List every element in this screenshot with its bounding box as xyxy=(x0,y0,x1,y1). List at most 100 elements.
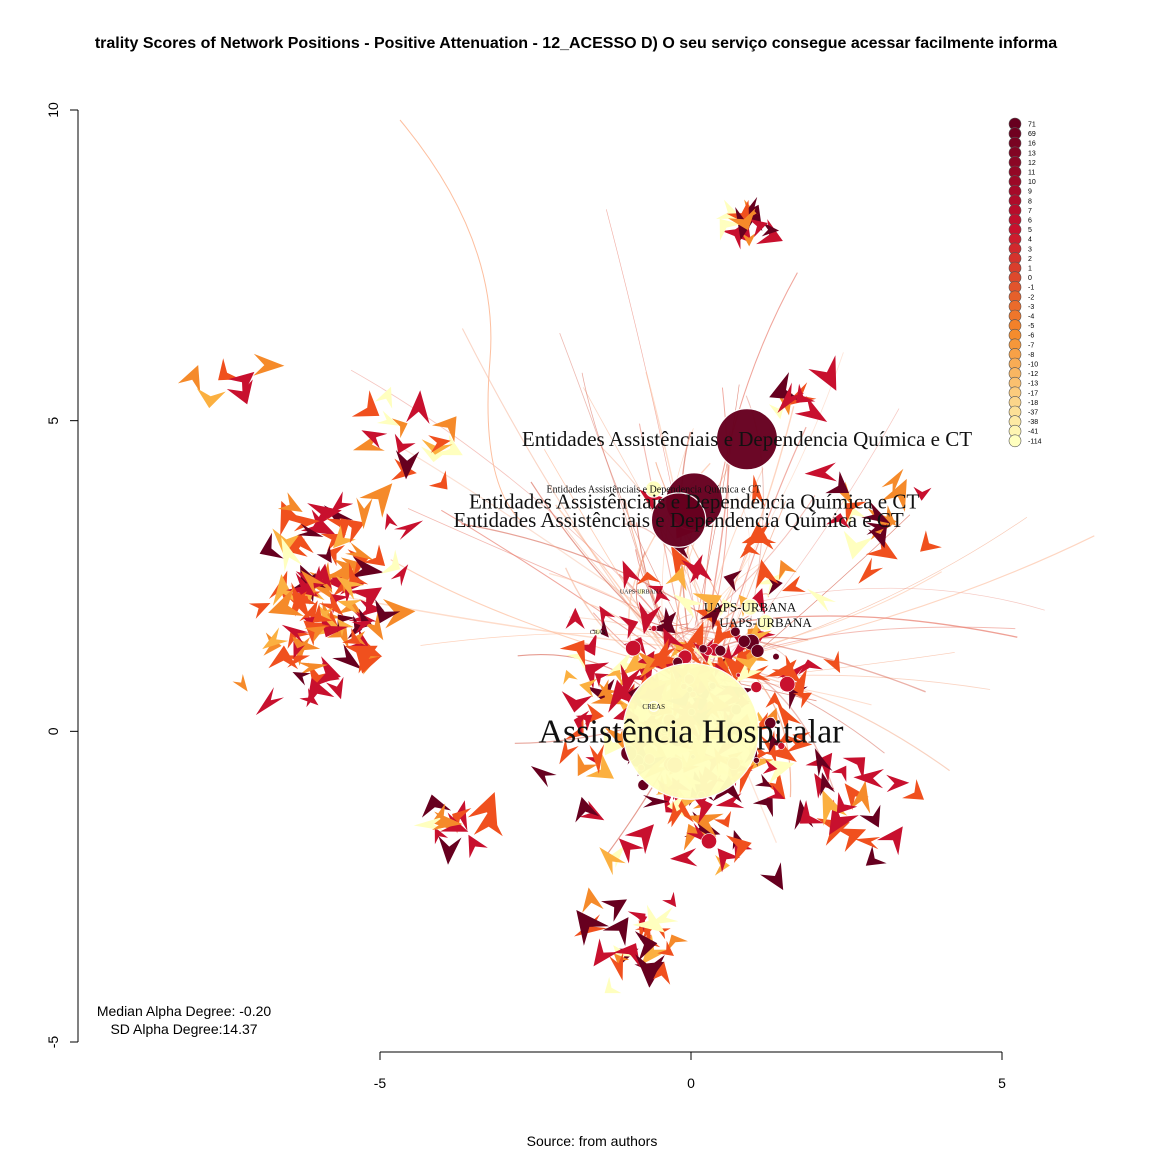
edge-arrowhead xyxy=(622,560,642,590)
edge-arrowhead xyxy=(390,564,409,587)
edge-arrowhead xyxy=(662,891,677,908)
edge-arrowhead xyxy=(228,371,255,397)
edge-arrowhead xyxy=(777,729,796,745)
edge-arrowhead xyxy=(627,911,646,932)
legend-label: -1 xyxy=(1028,285,1034,292)
small-node xyxy=(777,742,786,750)
edge-arrowhead xyxy=(573,710,590,736)
edge-arrowhead xyxy=(353,432,385,451)
edge-arrowhead xyxy=(853,769,884,789)
node-7 xyxy=(648,701,660,712)
edge-arrowhead xyxy=(576,910,609,946)
edge-arrowhead xyxy=(649,961,671,985)
legend-label: -7 xyxy=(1028,342,1034,349)
edge-arrowhead xyxy=(394,520,424,540)
edge-arrowhead xyxy=(380,549,401,574)
edge-arrowhead xyxy=(406,390,430,424)
node-label-9: UAPS-URBANA xyxy=(620,590,663,596)
edge-arrowhead xyxy=(589,744,605,774)
edge-arrowhead xyxy=(351,620,374,634)
edge-arrowhead xyxy=(326,518,350,543)
edge-arrowhead xyxy=(383,599,416,629)
edge-arrowhead xyxy=(608,952,624,981)
edge-arrowhead xyxy=(695,606,729,630)
network-edge xyxy=(461,328,690,686)
node-label-2: Entidades Assistênciais e Dependencia Qu… xyxy=(469,489,919,513)
edge-arrowhead xyxy=(262,627,289,650)
edge-arrowhead xyxy=(748,744,774,770)
edge-arrowhead xyxy=(726,835,752,863)
small-node xyxy=(714,644,727,657)
edge-arrowhead xyxy=(632,904,665,933)
edge-arrowhead xyxy=(681,554,703,580)
legend-label: 5 xyxy=(1028,227,1032,234)
edge-arrowhead xyxy=(319,591,344,616)
legend-label: 71 xyxy=(1028,122,1036,129)
edge-arrowhead xyxy=(350,631,366,646)
edge-arrowhead xyxy=(751,474,766,509)
arrowheads-layer xyxy=(177,196,942,994)
edge-arrowhead xyxy=(624,824,654,855)
edge-arrowhead xyxy=(421,794,452,818)
edge-arrowhead xyxy=(177,365,201,393)
network-edge xyxy=(623,523,703,639)
small-node xyxy=(701,833,717,850)
edge-arrowhead xyxy=(752,795,773,818)
edge-arrowhead xyxy=(834,481,854,506)
small-node xyxy=(698,644,708,654)
edge-arrowhead xyxy=(663,792,686,814)
edge-arrowhead xyxy=(849,780,871,814)
legend-label: -18 xyxy=(1028,400,1038,407)
small-node xyxy=(750,644,765,658)
edge-arrowhead xyxy=(814,748,833,777)
edge-arrowhead xyxy=(337,599,362,615)
edge-arrowhead xyxy=(339,518,365,544)
node-label-6: UAPS-URBANA xyxy=(719,615,812,630)
chart-caption: Source: from authors xyxy=(527,1133,658,1149)
edge-arrowhead xyxy=(769,372,802,401)
edge-arrowhead xyxy=(623,637,646,656)
edge-arrowhead xyxy=(881,468,904,496)
y-tick-label: 5 xyxy=(45,417,61,425)
legend-label: 4 xyxy=(1028,237,1032,244)
edge-arrowhead xyxy=(318,605,334,620)
small-node xyxy=(737,634,751,648)
edge-arrowhead xyxy=(582,887,604,913)
edge-arrowhead xyxy=(665,566,687,591)
edge-arrowhead xyxy=(394,433,416,454)
y-tick-label: 10 xyxy=(45,102,61,118)
edge-arrowhead xyxy=(218,358,241,381)
node-label-3: Entidades Assistênciais e Dependencia Qu… xyxy=(453,508,903,532)
node-3 xyxy=(650,492,707,548)
edge-arrowhead xyxy=(304,626,326,643)
legend-label: 2 xyxy=(1028,256,1032,263)
network-edge xyxy=(731,516,1028,659)
node-8 xyxy=(593,627,602,636)
small-node xyxy=(650,625,658,632)
edge-arrowhead xyxy=(349,556,384,579)
edge-arrowhead xyxy=(854,837,881,850)
edge-arrowhead xyxy=(681,621,704,658)
edge-arrowhead xyxy=(385,513,398,531)
edge-arrowhead xyxy=(683,823,712,851)
network-edge xyxy=(461,523,699,613)
edge-arrowhead xyxy=(316,545,332,564)
network-edge xyxy=(399,119,521,521)
edge-arrowhead xyxy=(333,559,350,579)
edge-arrowhead xyxy=(831,765,847,782)
legend-label: 16 xyxy=(1028,141,1036,148)
edge-arrowhead xyxy=(343,645,378,674)
edge-arrowhead xyxy=(349,587,382,616)
network-edge xyxy=(606,209,708,683)
edge-arrowhead xyxy=(327,626,349,649)
edge-arrowhead xyxy=(376,410,400,426)
edge-arrowhead xyxy=(823,650,841,673)
edge-arrowhead xyxy=(473,810,503,837)
edge-arrowhead xyxy=(559,640,586,667)
edge-arrowhead xyxy=(356,497,373,530)
edge-arrowhead xyxy=(785,735,813,753)
edge-arrowhead xyxy=(332,643,362,670)
edge-arrowhead xyxy=(290,591,317,615)
network-edge xyxy=(441,509,657,650)
edge-arrowhead xyxy=(771,654,802,684)
